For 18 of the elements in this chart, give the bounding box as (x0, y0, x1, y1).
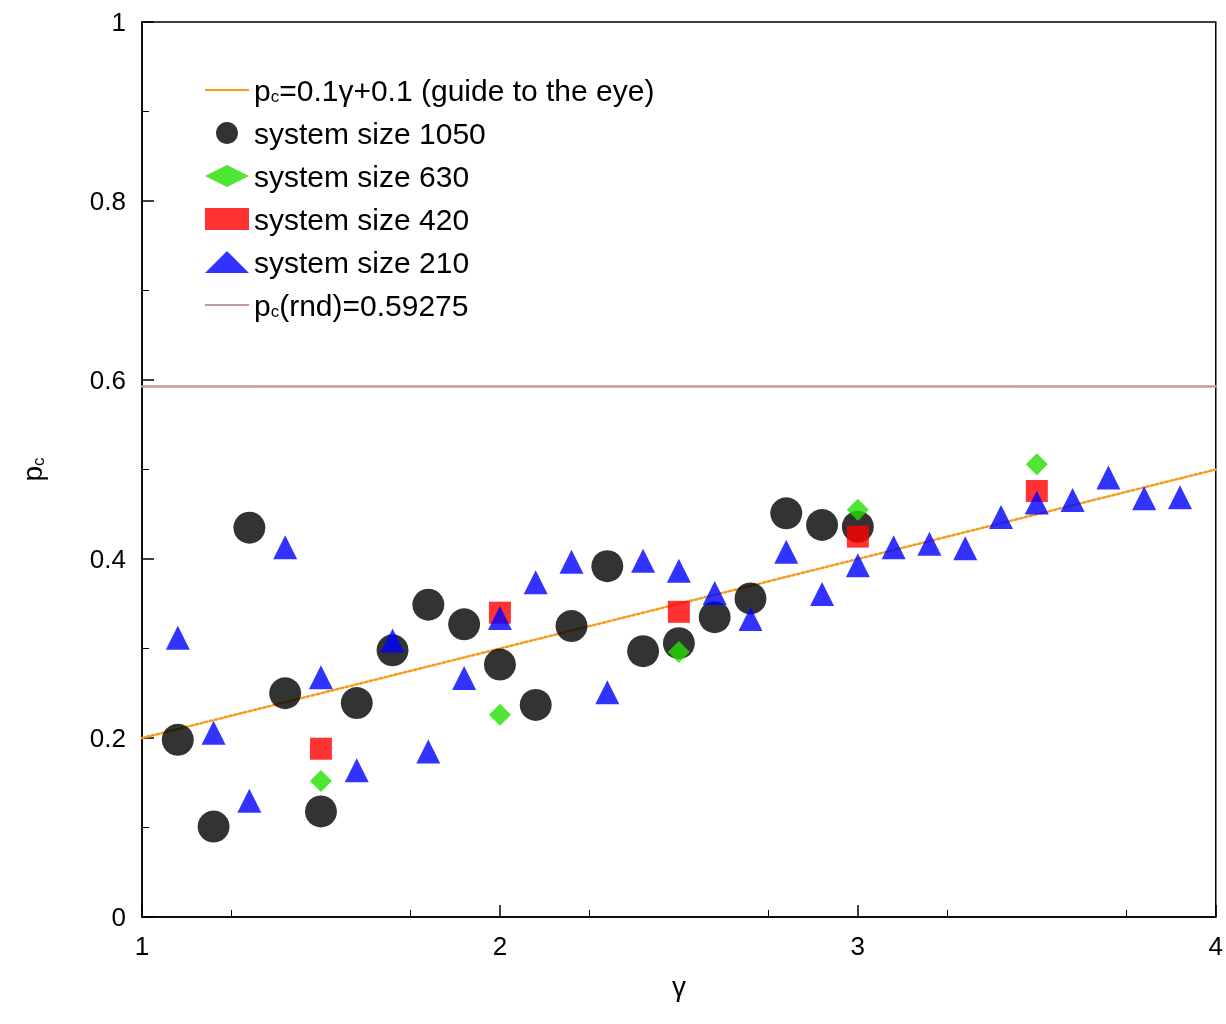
y-axis-title: pc (17, 456, 48, 482)
y-tick-label: 0.6 (89, 365, 126, 395)
x-tick-label: 4 (1208, 931, 1223, 961)
y-tick-label: 0 (111, 902, 126, 932)
x-axis-title: γ (671, 970, 686, 1002)
x-tick-label: 2 (492, 931, 508, 961)
x-tick-label: 1 (134, 931, 150, 961)
y-tick-label: 0.2 (89, 723, 126, 753)
legend-label: system size 630 (254, 159, 470, 193)
legend-label: system size 210 (254, 245, 470, 279)
legend-label: system size 420 (254, 202, 470, 236)
y-tick-label: 0.4 (89, 544, 126, 574)
y-tick-label: 1 (111, 7, 126, 37)
legend-label: pc(rnd)=0.59275 (254, 288, 469, 322)
legend-label: system size 1050 (254, 116, 486, 150)
x-tick-label: 3 (850, 931, 866, 961)
y-tick-label: 0.8 (89, 186, 126, 216)
legend-label: pc=0.1γ+0.1 (guide to the eye) (254, 73, 655, 107)
